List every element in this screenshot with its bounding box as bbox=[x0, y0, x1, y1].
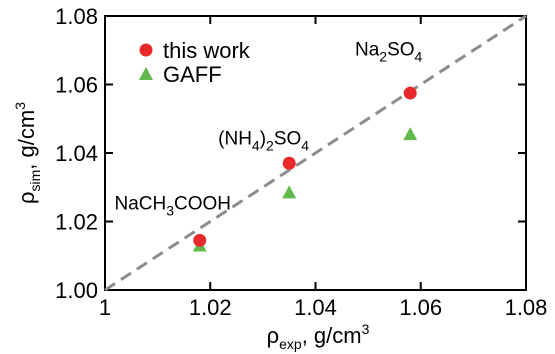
formula-text: ) bbox=[260, 128, 266, 149]
subscript: 4 bbox=[301, 137, 309, 153]
compound-label: Na2SO4 bbox=[355, 39, 423, 64]
formula-text: COOH bbox=[174, 194, 231, 215]
y-tick-label: 1.06 bbox=[55, 73, 98, 98]
x-tick-label: 1.02 bbox=[189, 295, 232, 320]
subscript: 4 bbox=[252, 137, 260, 153]
gaff-point bbox=[282, 185, 297, 199]
formula-text: (NH bbox=[218, 128, 252, 149]
axis-unit: , g/cm bbox=[302, 323, 362, 348]
legend-marker-gaff bbox=[139, 67, 153, 80]
legend-label: GAFF bbox=[163, 62, 222, 87]
axis-subscript: sim bbox=[27, 170, 43, 192]
axis-superscript: 3 bbox=[12, 102, 28, 110]
axis-symbol: ρ bbox=[267, 323, 280, 348]
y-tick-label: 1.00 bbox=[55, 278, 98, 303]
subscript: 2 bbox=[379, 48, 387, 64]
y-axis-title: ρsim, g/cm3 bbox=[12, 102, 43, 204]
x-tick-label: 1.08 bbox=[505, 295, 548, 320]
subscript: 4 bbox=[415, 48, 423, 64]
y-tick-label: 1.02 bbox=[55, 210, 98, 235]
data-points bbox=[192, 86, 418, 252]
reference-line-layer bbox=[104, 14, 527, 292]
this-work-point bbox=[403, 86, 417, 100]
x-tick-label: 1 bbox=[99, 295, 111, 320]
this-work-point bbox=[282, 156, 296, 170]
legend-marker-this-work bbox=[139, 43, 153, 57]
y-tick-label: 1.04 bbox=[55, 141, 98, 166]
gaff-point bbox=[403, 127, 418, 141]
x-tick-label: 1.06 bbox=[399, 295, 442, 320]
compound-label: NaCH3COOH bbox=[114, 194, 231, 219]
x-tick-label: 1.04 bbox=[294, 295, 337, 320]
x-axis-title: ρexp, g/cm3 bbox=[267, 321, 370, 352]
formula-text: SO bbox=[387, 39, 414, 60]
parity-line bbox=[104, 14, 527, 292]
y-tick-label: 1.08 bbox=[55, 4, 98, 29]
subscript: 2 bbox=[266, 137, 274, 153]
this-work-point bbox=[193, 233, 207, 247]
axis-unit: , g/cm bbox=[14, 110, 39, 170]
subscript: 3 bbox=[166, 203, 174, 219]
formula-text: SO bbox=[274, 128, 301, 149]
axis-superscript: 3 bbox=[362, 321, 370, 337]
axis-ticks: 1 1.02 1.04 1.06 1.08 1.00 1.02 1.04 1.06 1.08 bbox=[55, 4, 547, 320]
axis-symbol: ρ bbox=[14, 191, 39, 204]
legend-label: this work bbox=[163, 38, 251, 63]
axis-subscript: exp bbox=[279, 336, 302, 352]
formula-text: Na bbox=[355, 39, 380, 60]
compound-label: (NH4)2SO4 bbox=[218, 128, 309, 153]
formula-text: NaCH bbox=[114, 194, 166, 215]
